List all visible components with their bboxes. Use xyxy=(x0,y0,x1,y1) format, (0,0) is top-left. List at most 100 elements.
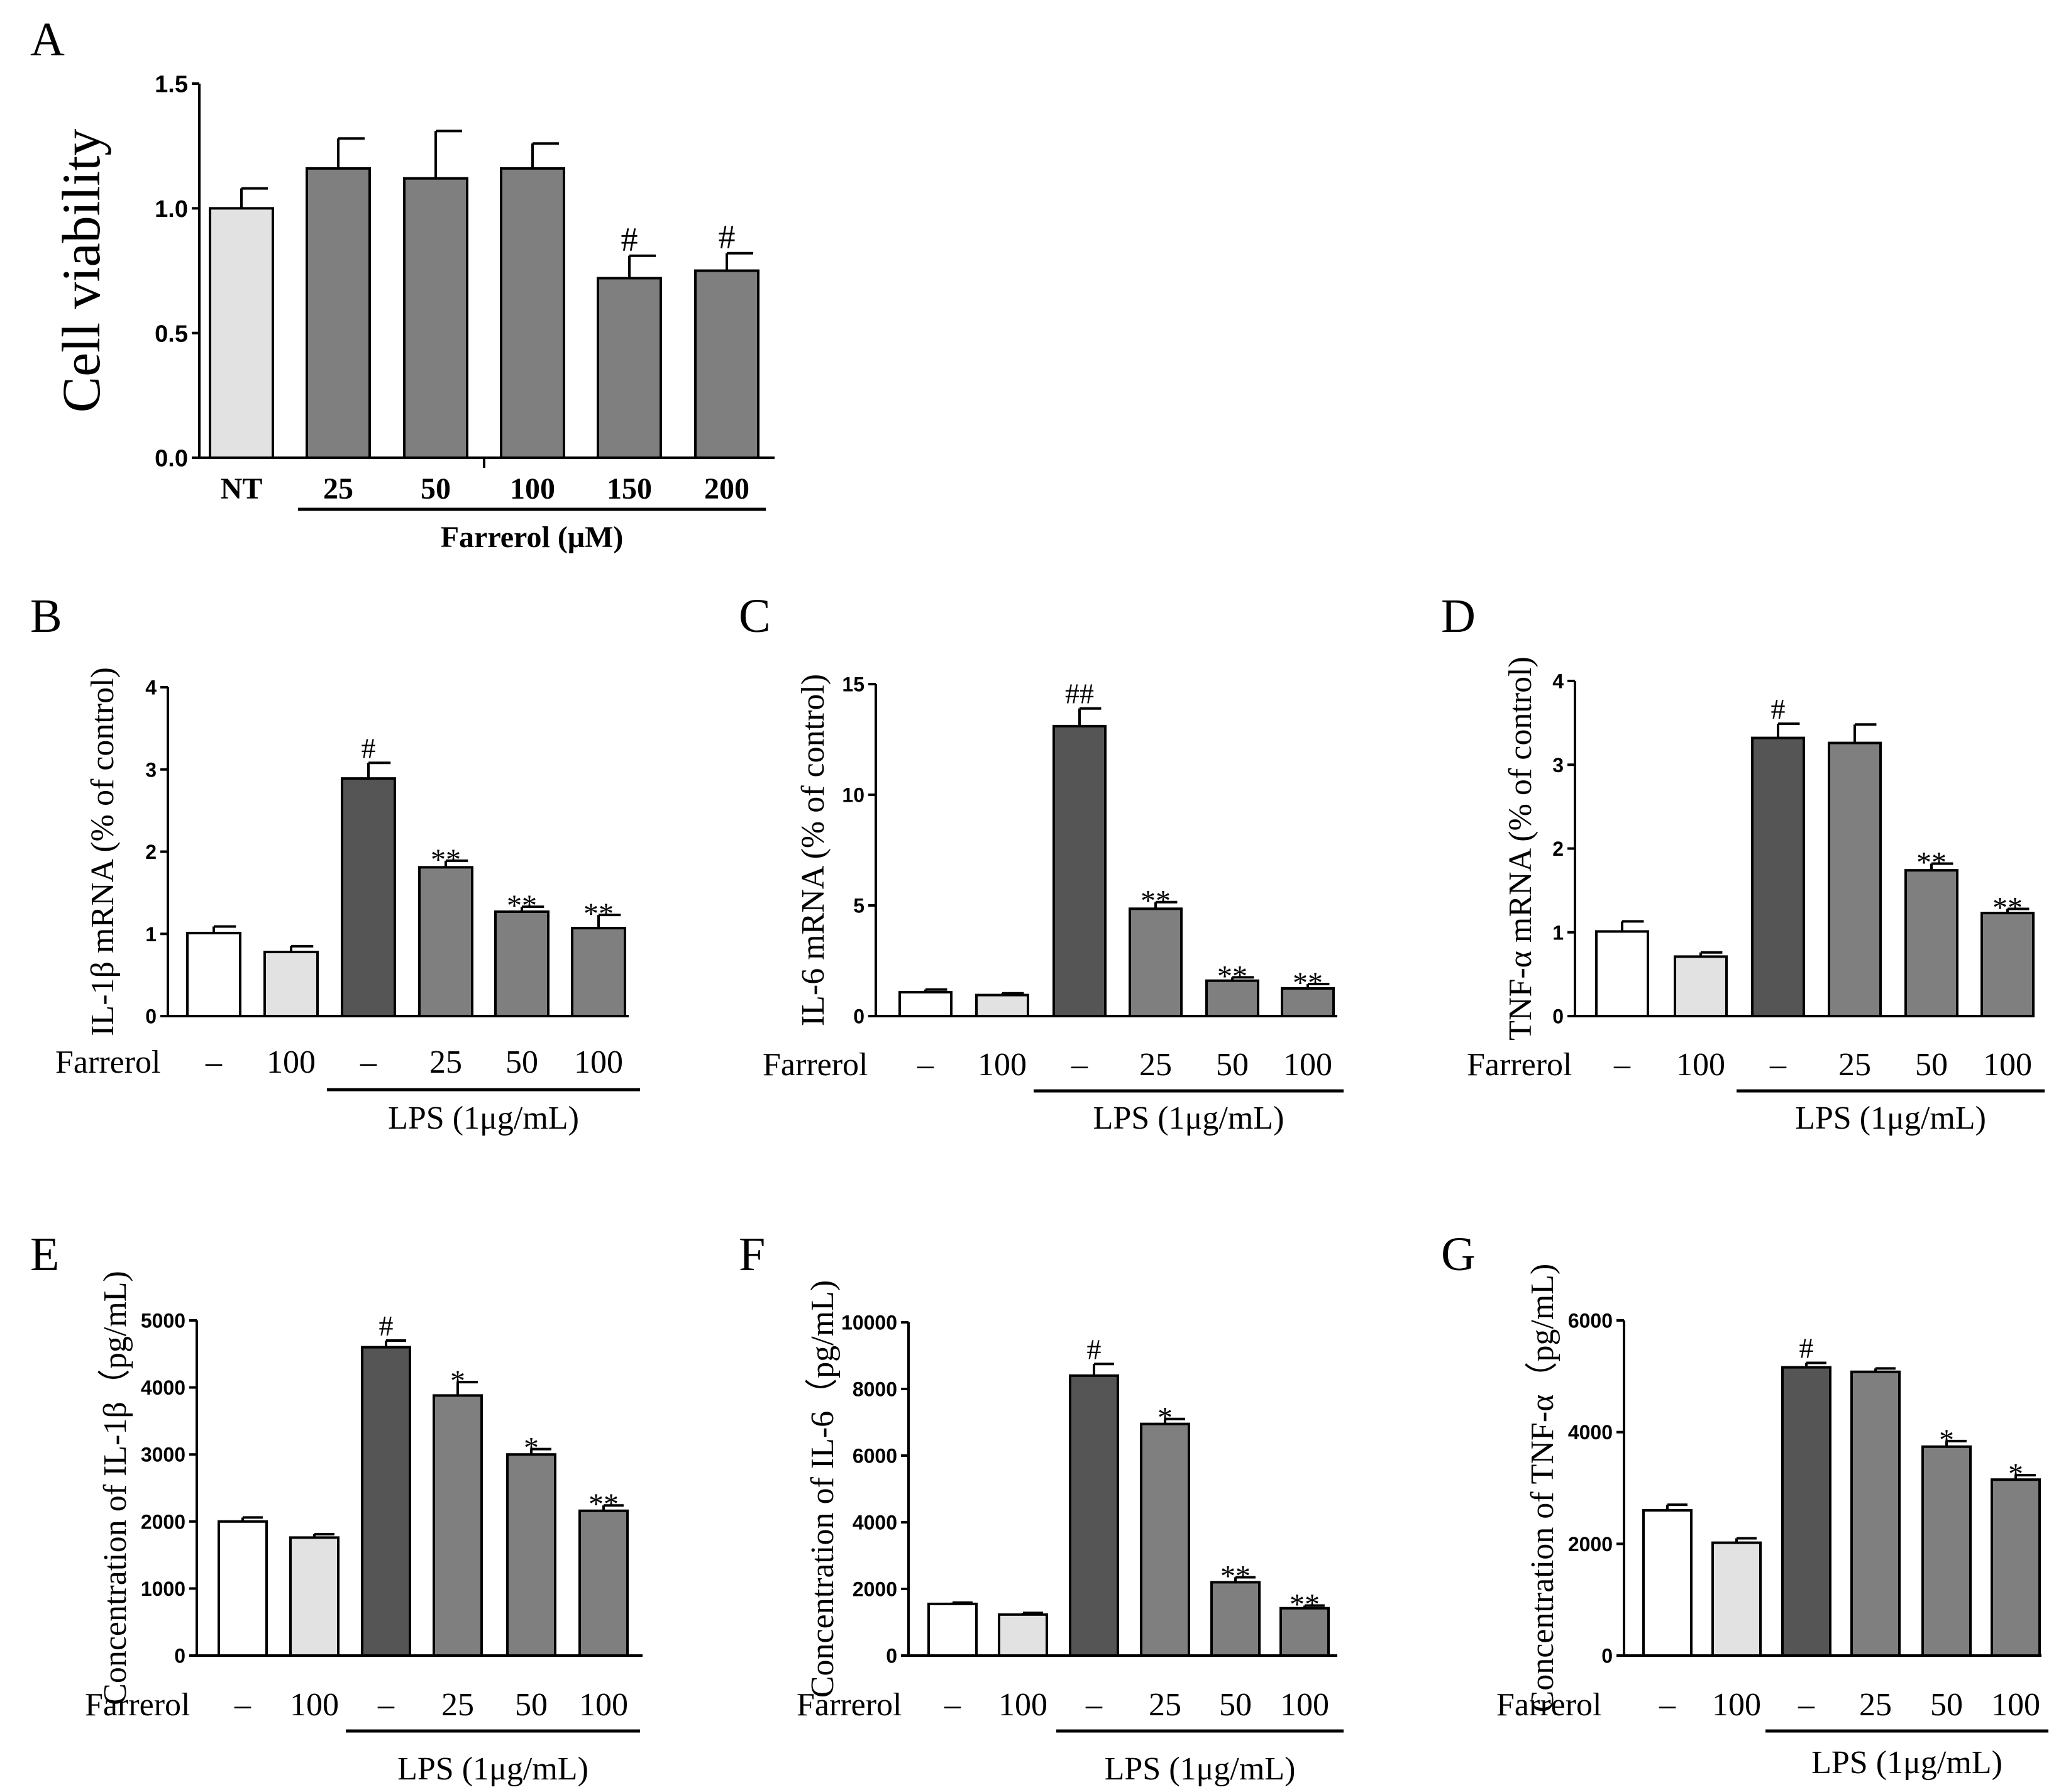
x-category-label: 100 xyxy=(574,1044,623,1080)
bar xyxy=(898,990,953,1018)
bar xyxy=(998,1613,1048,1657)
significance-label: * xyxy=(1939,1424,1954,1457)
x-category-label: 50 xyxy=(1219,1687,1252,1723)
y-axis-label: IL-1β mRNA (% of control) xyxy=(85,667,121,1036)
bar xyxy=(433,1394,483,1657)
panel-letter: C xyxy=(739,590,771,643)
y-tick-label: 6000 xyxy=(1568,1310,1613,1332)
significance-label: # xyxy=(1771,693,1786,725)
panel-letter: G xyxy=(1441,1228,1476,1281)
bar xyxy=(341,777,396,1017)
group-label: LPS (1μg/mL) xyxy=(1105,1751,1296,1787)
significance-label: ## xyxy=(1065,678,1094,710)
bar xyxy=(403,177,468,459)
bar xyxy=(1129,907,1183,1018)
x-category-label: 100 xyxy=(978,1047,1027,1083)
y-tick-label: 2000 xyxy=(141,1510,185,1533)
bar xyxy=(1140,1422,1190,1657)
x-category-label: 100 xyxy=(267,1044,316,1080)
panel-C: C 0 5 10 15 IL-6 mRNA (% of control) – 100 ## – **… xyxy=(739,590,1344,1136)
significance-label: # xyxy=(719,218,736,256)
x-category-label: 25 xyxy=(441,1687,474,1723)
bar xyxy=(1069,1374,1119,1657)
panel-letter: D xyxy=(1441,590,1476,643)
x-category-label: – xyxy=(1071,1047,1088,1083)
y-tick-label: 2 xyxy=(145,841,157,863)
panel-D: D 0 1 2 3 4 TNF-α mRNA (% of control) – 100 # – 25 *… xyxy=(1441,590,2045,1136)
panel-G: G 0 2000 4000 6000 Concentration of TNF-α（pg/… xyxy=(1441,1228,2048,1781)
y-tick-label: 0 xyxy=(145,1005,157,1028)
bar xyxy=(571,927,626,1018)
x-category-label: 25 xyxy=(1859,1687,1892,1723)
y-tick-label: 1.0 xyxy=(155,196,188,223)
y-tick-label: 10000 xyxy=(841,1312,897,1334)
y-tick-label: 0 xyxy=(1552,1005,1564,1028)
y-tick-label: 0.5 xyxy=(155,321,188,347)
bar xyxy=(1205,979,1259,1018)
x-category-label: 150 xyxy=(607,472,652,506)
bar xyxy=(1674,955,1728,1017)
y-axis-label: Concentration of TNF-α（pg/mL) xyxy=(1525,1264,1561,1713)
x-category-label: 100 xyxy=(290,1687,339,1723)
panel-B: B 0 1 2 3 4 IL-1β mRNA (% of control) – 100 # – ** 2… xyxy=(30,590,640,1136)
bar xyxy=(1711,1541,1762,1657)
x-category-label: 50 xyxy=(421,472,451,506)
y-tick-label: 6000 xyxy=(853,1445,897,1468)
y-tick-label: 1 xyxy=(145,923,157,946)
y-tick-label: 8000 xyxy=(853,1378,897,1401)
bar xyxy=(1991,1478,2041,1657)
bar xyxy=(1595,930,1649,1017)
significance-label: # xyxy=(1799,1332,1814,1364)
group-label: LPS (1μg/mL) xyxy=(1093,1100,1284,1136)
significance-label: ** xyxy=(588,1488,619,1521)
row-label: Farrerol xyxy=(797,1687,902,1723)
x-category-label: 50 xyxy=(515,1687,548,1723)
x-category-label: – xyxy=(234,1687,251,1723)
significance-label: ** xyxy=(1217,960,1247,993)
bar xyxy=(1904,869,1958,1018)
bar xyxy=(1781,1366,1831,1657)
bar xyxy=(263,951,319,1018)
y-tick-label: 0 xyxy=(174,1645,185,1668)
bar xyxy=(1980,912,2035,1018)
y-tick-label: 2 xyxy=(1552,838,1564,860)
bar xyxy=(361,1346,411,1657)
bar xyxy=(289,1536,340,1657)
bar xyxy=(694,269,760,459)
x-category-label: 200 xyxy=(704,472,749,506)
y-tick-label: 15 xyxy=(842,673,865,696)
x-category-label: 100 xyxy=(1983,1047,2032,1083)
row-label: Farrerol xyxy=(1496,1687,1601,1723)
significance-label: * xyxy=(1157,1402,1173,1435)
x-category-label: 100 xyxy=(510,472,555,506)
y-tick-label: 0.0 xyxy=(155,446,188,472)
y-tick-label: 4000 xyxy=(141,1376,185,1399)
y-tick-label: 2000 xyxy=(853,1578,897,1601)
x-category-label: 50 xyxy=(505,1044,538,1080)
bar xyxy=(500,167,565,459)
y-tick-label: 4 xyxy=(1552,670,1564,693)
panel-letter: E xyxy=(30,1228,59,1281)
x-category-label: NT xyxy=(221,472,263,506)
x-category-label: – xyxy=(1769,1047,1787,1083)
x-category-label: 100 xyxy=(1676,1047,1725,1083)
significance-label: * xyxy=(524,1432,539,1465)
panel-letter: B xyxy=(30,590,62,643)
x-category-label: 100 xyxy=(1991,1687,2040,1723)
bar xyxy=(186,931,241,1017)
x-category-label: – xyxy=(917,1047,934,1083)
row-label: Farrerol xyxy=(763,1047,868,1083)
significance-label: ** xyxy=(1220,1559,1251,1593)
bar xyxy=(1210,1581,1261,1657)
bar xyxy=(1052,724,1107,1017)
group-label: Farrerol (μM) xyxy=(441,521,624,554)
bar xyxy=(927,1602,978,1657)
x-category-label: – xyxy=(1659,1687,1676,1723)
y-tick-label: 3000 xyxy=(141,1444,185,1466)
bar xyxy=(1921,1445,1972,1657)
x-category-label: – xyxy=(205,1044,223,1080)
x-category-label: 50 xyxy=(1216,1047,1249,1083)
bar xyxy=(418,866,473,1018)
y-axis-label: TNF-α mRNA (% of control) xyxy=(1503,656,1538,1041)
significance-label: ** xyxy=(583,897,614,931)
